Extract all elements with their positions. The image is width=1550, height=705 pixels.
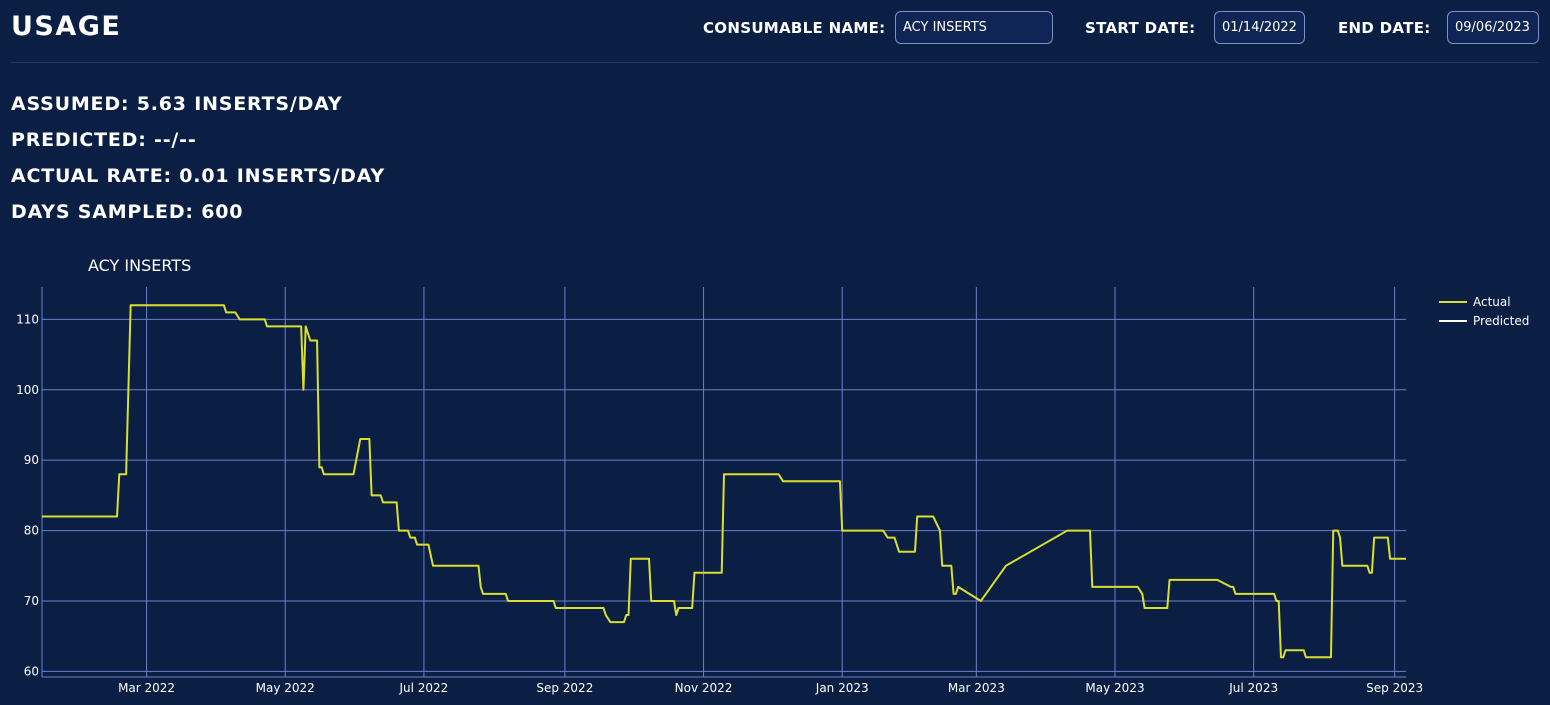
legend[interactable]: Actual Predicted [1439,295,1529,328]
series-layer [42,304,1406,659]
y-tick-label: 70 [24,594,39,608]
end-date-input[interactable] [1447,11,1539,44]
legend-item-predicted[interactable]: Predicted [1439,314,1529,328]
assumed-rate: ASSUMED: 5.63 INSERTS/DAY [11,93,343,115]
y-tick-label: 60 [24,664,39,678]
x-tick-label: Mar 2023 [948,681,1005,695]
x-tick-label: Jul 2023 [1228,681,1278,695]
legend-item-actual[interactable]: Actual [1439,295,1511,309]
x-tick-label: Jan 2023 [815,681,869,695]
y-tick-label: 90 [24,453,39,467]
legend-label: Actual [1473,295,1511,309]
x-tick-label: May 2022 [256,681,315,695]
legend-label: Predicted [1473,314,1529,328]
y-tick-label: 80 [24,524,39,538]
series-line-actual [42,304,1406,659]
start-date-input[interactable] [1214,11,1305,44]
x-tick-label: May 2023 [1085,681,1144,695]
consumable-name-label: CONSUMABLE NAME: [703,19,886,37]
x-tick-label: Nov 2022 [675,681,733,695]
y-tick-label: 110 [16,312,39,326]
actual-rate: ACTUAL RATE: 0.01 INSERTS/DAY [11,165,385,187]
x-tick-label: Jul 2022 [398,681,448,695]
header-divider [11,62,1539,63]
predicted-rate: PREDICTED: --/-- [11,129,197,151]
chart-title: ACY INSERTS [88,256,191,275]
consumable-name-input[interactable] [895,11,1053,44]
end-date-label: END DATE: [1338,19,1431,37]
axes: 60 70 80 90 100 110 Mar 2022 May 2022 Jul 2022 Se… [16,287,1423,695]
page-title: USAGE [11,11,122,42]
x-tick-label: Sep 2022 [536,681,593,695]
x-tick-label: Mar 2022 [118,681,175,695]
y-tick-label: 100 [16,383,39,397]
header: USAGE CONSUMABLE NAME: START DATE: END D… [0,0,1550,62]
grid [42,287,1406,677]
usage-chart: ACY INSERTS 60 70 80 90 100 110 Mar 2022 May 20… [16,256,1529,695]
days-sampled: DAYS SAMPLED: 600 [11,201,244,223]
x-tick-label: Sep 2023 [1366,681,1423,695]
start-date-label: START DATE: [1085,19,1196,37]
